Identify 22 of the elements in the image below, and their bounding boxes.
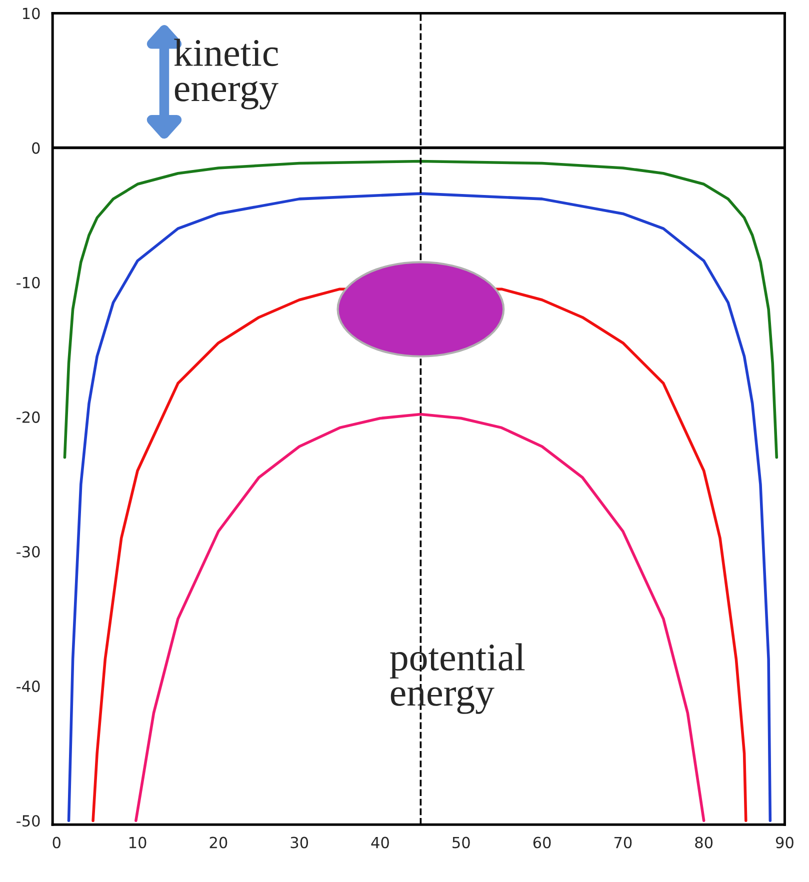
x-tick-label: 70 [614,836,632,848]
x-tick-label: 50 [452,836,470,848]
y-tick-label: -40 [16,680,40,692]
line-series [134,412,706,822]
x-tick-label: 40 [371,836,389,848]
x-tick-label: 10 [129,836,146,848]
y-tick-label: -50 [16,815,40,827]
y-tick-label: 0 [32,142,40,154]
annotation: kinetic energy [174,38,278,110]
annotation: potential energy [390,643,525,714]
line-series [63,160,778,459]
x-tick-label: 0 [52,836,60,848]
x-tick-label: 30 [290,836,308,848]
y-tick-label: -30 [16,546,40,558]
y-tick-label: 10 [23,8,40,20]
x-tick-label: 20 [210,836,228,848]
y-tick-label: -10 [16,276,40,288]
x-tick-label: 60 [533,836,551,848]
line-series [67,192,772,822]
x-tick-label: 80 [695,836,713,848]
x-tick-label: 90 [776,836,794,848]
y-tick-label: -20 [16,411,40,423]
